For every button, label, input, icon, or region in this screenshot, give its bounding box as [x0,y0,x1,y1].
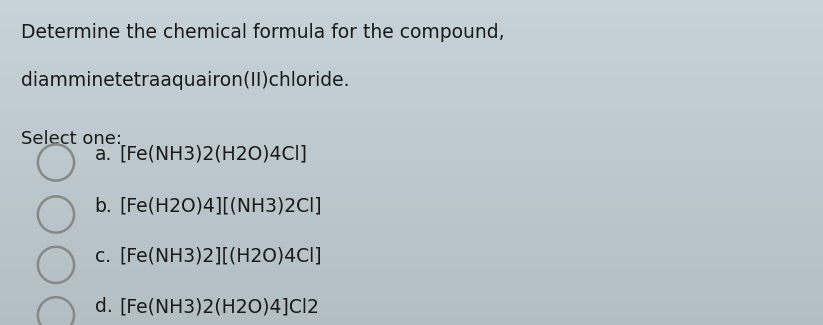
Text: [Fe(NH3)2(H2O)4Cl]: [Fe(NH3)2(H2O)4Cl] [119,145,307,163]
Text: [Fe(NH3)2(H2O)4]Cl2: [Fe(NH3)2(H2O)4]Cl2 [119,297,319,316]
Text: c.: c. [95,247,111,266]
Text: b.: b. [95,197,113,215]
Text: Determine the chemical formula for the compound,: Determine the chemical formula for the c… [21,23,504,42]
Text: [Fe(NH3)2][(H2O)4Cl]: [Fe(NH3)2][(H2O)4Cl] [119,247,322,266]
Text: Select one:: Select one: [21,130,122,148]
Text: diamminetetraaquairon(II)chloride.: diamminetetraaquairon(II)chloride. [21,72,349,90]
Text: a.: a. [95,145,112,163]
Text: d.: d. [95,297,113,316]
Text: [Fe(H2O)4][(NH3)2Cl]: [Fe(H2O)4][(NH3)2Cl] [119,197,322,215]
